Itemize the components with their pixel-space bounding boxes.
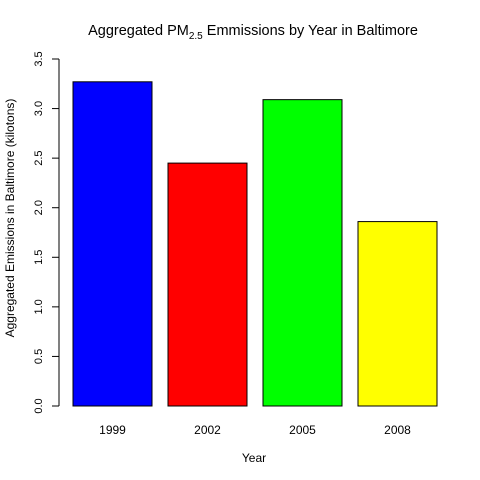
x-tick-label-1999: 1999 (99, 423, 126, 437)
title-prefix: Aggregated PM (88, 23, 189, 39)
bar-2002 (167, 162, 248, 407)
x-tick-label-2005: 2005 (289, 423, 316, 437)
x-tick-label-2002: 2002 (194, 423, 221, 437)
bar-2005 (262, 99, 343, 407)
y-tick-label: 0.5 (33, 349, 45, 364)
x-tick-label-2008: 2008 (384, 423, 411, 437)
y-axis: 0.0 0.5 1.0 1.5 2.0 2.5 3.0 3.5 (33, 51, 60, 414)
y-tick-label: 1.5 (33, 250, 45, 265)
y-tick-label: 2.5 (33, 150, 45, 165)
y-tick-label: 2.0 (33, 200, 45, 215)
bars-group (72, 81, 438, 407)
y-tick-label: 3.0 (33, 101, 45, 116)
x-axis-label: Year (242, 451, 266, 465)
bar-2008 (357, 221, 438, 407)
y-tick-label: 3.5 (33, 51, 45, 66)
x-tick-labels: 1999 2002 2005 2008 (99, 423, 411, 437)
y-tick-label: 1.0 (33, 299, 45, 314)
title-suffix: Emmissions by Year in Baltimore (203, 23, 418, 39)
y-axis-label: Aggregated Emissions in Baltimore (kilot… (3, 99, 17, 338)
chart-title: Aggregated PM2.5 Emmissions by Year in B… (88, 23, 418, 42)
y-tick-label: 0.0 (33, 398, 45, 413)
title-subscript: 2.5 (189, 31, 203, 42)
bar-1999 (72, 81, 153, 407)
